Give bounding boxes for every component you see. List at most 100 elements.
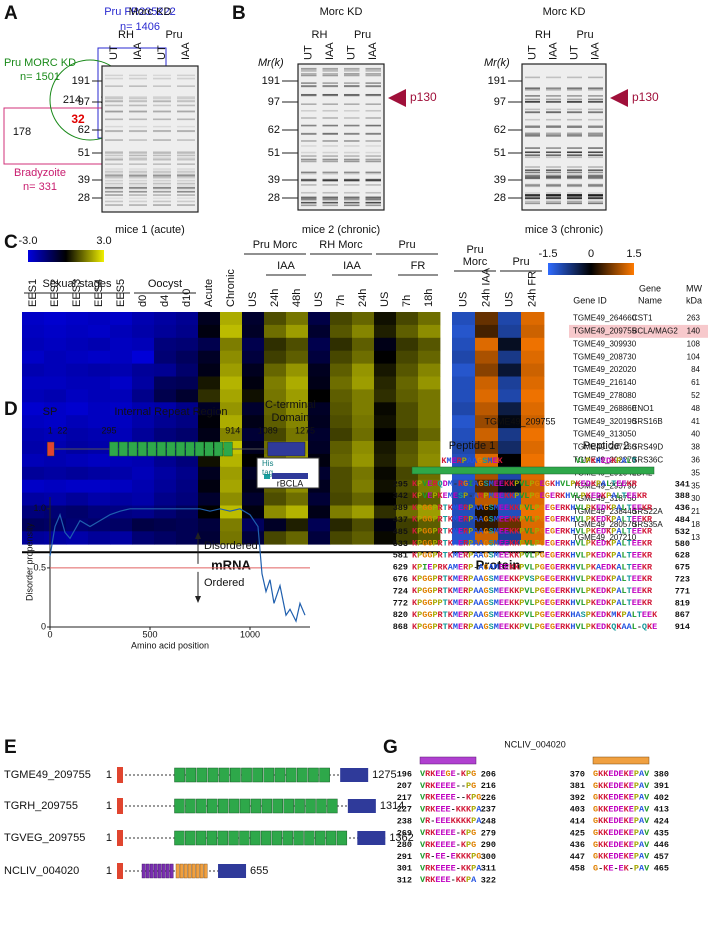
- residue: A: [467, 456, 473, 466]
- heatmap-cell: [154, 324, 177, 339]
- residue: E: [435, 852, 440, 862]
- residue: G: [427, 503, 432, 513]
- heatmap-cell: [132, 337, 155, 352]
- residue: P: [519, 527, 524, 537]
- residue: K: [514, 527, 520, 537]
- heatmap-cell: [330, 466, 353, 481]
- residue: K: [456, 875, 462, 885]
- heatmap-cell: [66, 324, 89, 339]
- heatmap-cell: [498, 441, 522, 455]
- residue: K: [642, 586, 648, 596]
- residue: G: [477, 456, 482, 466]
- residue: A: [473, 503, 479, 513]
- residue: K: [627, 479, 633, 489]
- heatmap-cell: [374, 415, 397, 429]
- residue: E: [545, 503, 550, 513]
- sequence: KPIEPRKAMERP-AGAMEEKKPVLPGEGERKHVLPKAEDK…: [412, 563, 653, 573]
- residue: E: [632, 503, 637, 513]
- residue: K: [606, 598, 612, 608]
- scale-label: 1.5: [626, 248, 641, 260]
- heatmap-cell: [110, 337, 133, 352]
- repeat: [252, 767, 263, 783]
- residue: K: [412, 574, 418, 584]
- residue: K: [591, 539, 597, 549]
- venn-set-name: Pru MORC KD: [4, 57, 76, 69]
- residue: V: [644, 828, 650, 838]
- heatmap-cell: [352, 324, 375, 339]
- heatmap-cell: [374, 492, 397, 506]
- residue-start: 312: [397, 875, 412, 885]
- residue: K: [606, 527, 612, 537]
- residue: V: [644, 864, 650, 874]
- residue: P: [519, 539, 524, 549]
- residue: G: [540, 515, 545, 525]
- residue-start: 269: [397, 828, 412, 838]
- column-label: 24h FR: [526, 271, 538, 307]
- column-label: EES1: [27, 279, 39, 307]
- residue: R: [463, 551, 469, 561]
- residue: G: [540, 586, 545, 596]
- heatmap-cell: [374, 466, 397, 481]
- residue: L: [581, 551, 586, 561]
- heatmap-cell: [330, 363, 353, 377]
- residue: G: [484, 598, 489, 608]
- residue: H: [565, 491, 570, 501]
- residue: G: [535, 479, 540, 489]
- heatmap-cell: [498, 363, 522, 377]
- residue: K: [624, 852, 630, 862]
- gene-id: TGME49_318750: [573, 494, 637, 503]
- heatmap-cell: [521, 518, 545, 532]
- repeat: [194, 441, 204, 457]
- residue: V: [420, 864, 426, 874]
- residue: P: [535, 527, 540, 537]
- gel-lane: UT: [346, 45, 358, 60]
- residue: R: [438, 586, 444, 596]
- heatmap-cell: [88, 492, 111, 506]
- residue: V: [576, 563, 582, 573]
- residue: G: [471, 828, 476, 838]
- residue: G: [550, 551, 555, 561]
- heatmap-cell: [176, 479, 199, 493]
- residue: K: [565, 622, 571, 632]
- residue: E: [632, 515, 637, 525]
- residue: M: [453, 622, 458, 632]
- sequence: KMERPAAGSMEK: [441, 456, 503, 466]
- residue: P: [466, 769, 471, 779]
- heatmap-cell: [132, 312, 155, 326]
- residue: R: [647, 503, 653, 513]
- column-label: US: [503, 292, 515, 307]
- residue: L: [621, 586, 626, 596]
- residue: P: [606, 491, 611, 501]
- residue: A: [478, 598, 484, 608]
- heatmap-cell: [88, 324, 111, 339]
- c-terminal-domain: [347, 799, 376, 813]
- residue: K: [603, 816, 609, 826]
- residue: Q: [642, 622, 647, 632]
- residue: R: [425, 840, 431, 850]
- gene-mw: 41: [691, 417, 700, 426]
- heatmap-cell: [475, 324, 499, 339]
- gene-id: TGME49_268860: [573, 404, 637, 413]
- heatmap-cell: [242, 389, 265, 403]
- residue: R: [438, 539, 444, 549]
- residue: K: [514, 551, 520, 561]
- residue: -: [456, 781, 461, 791]
- heatmap-cell: [286, 518, 309, 532]
- repeat-purple: [145, 863, 150, 879]
- residue: -: [456, 864, 461, 874]
- residue: K: [430, 875, 436, 885]
- heatmap-cell: [132, 428, 155, 442]
- residue: K: [509, 551, 515, 561]
- residue: E: [596, 598, 601, 608]
- residue: E: [446, 816, 451, 826]
- residue: D: [601, 586, 606, 596]
- heatmap-cell: [330, 350, 353, 364]
- residue: M: [453, 527, 458, 537]
- residue: D: [443, 479, 448, 489]
- residue: V: [524, 610, 530, 620]
- heatmap-cell: [374, 350, 397, 364]
- heatmap-cell: [374, 453, 397, 468]
- heatmap-cell: [286, 376, 309, 390]
- repeat-orange: [199, 863, 204, 879]
- residue: P: [463, 491, 468, 501]
